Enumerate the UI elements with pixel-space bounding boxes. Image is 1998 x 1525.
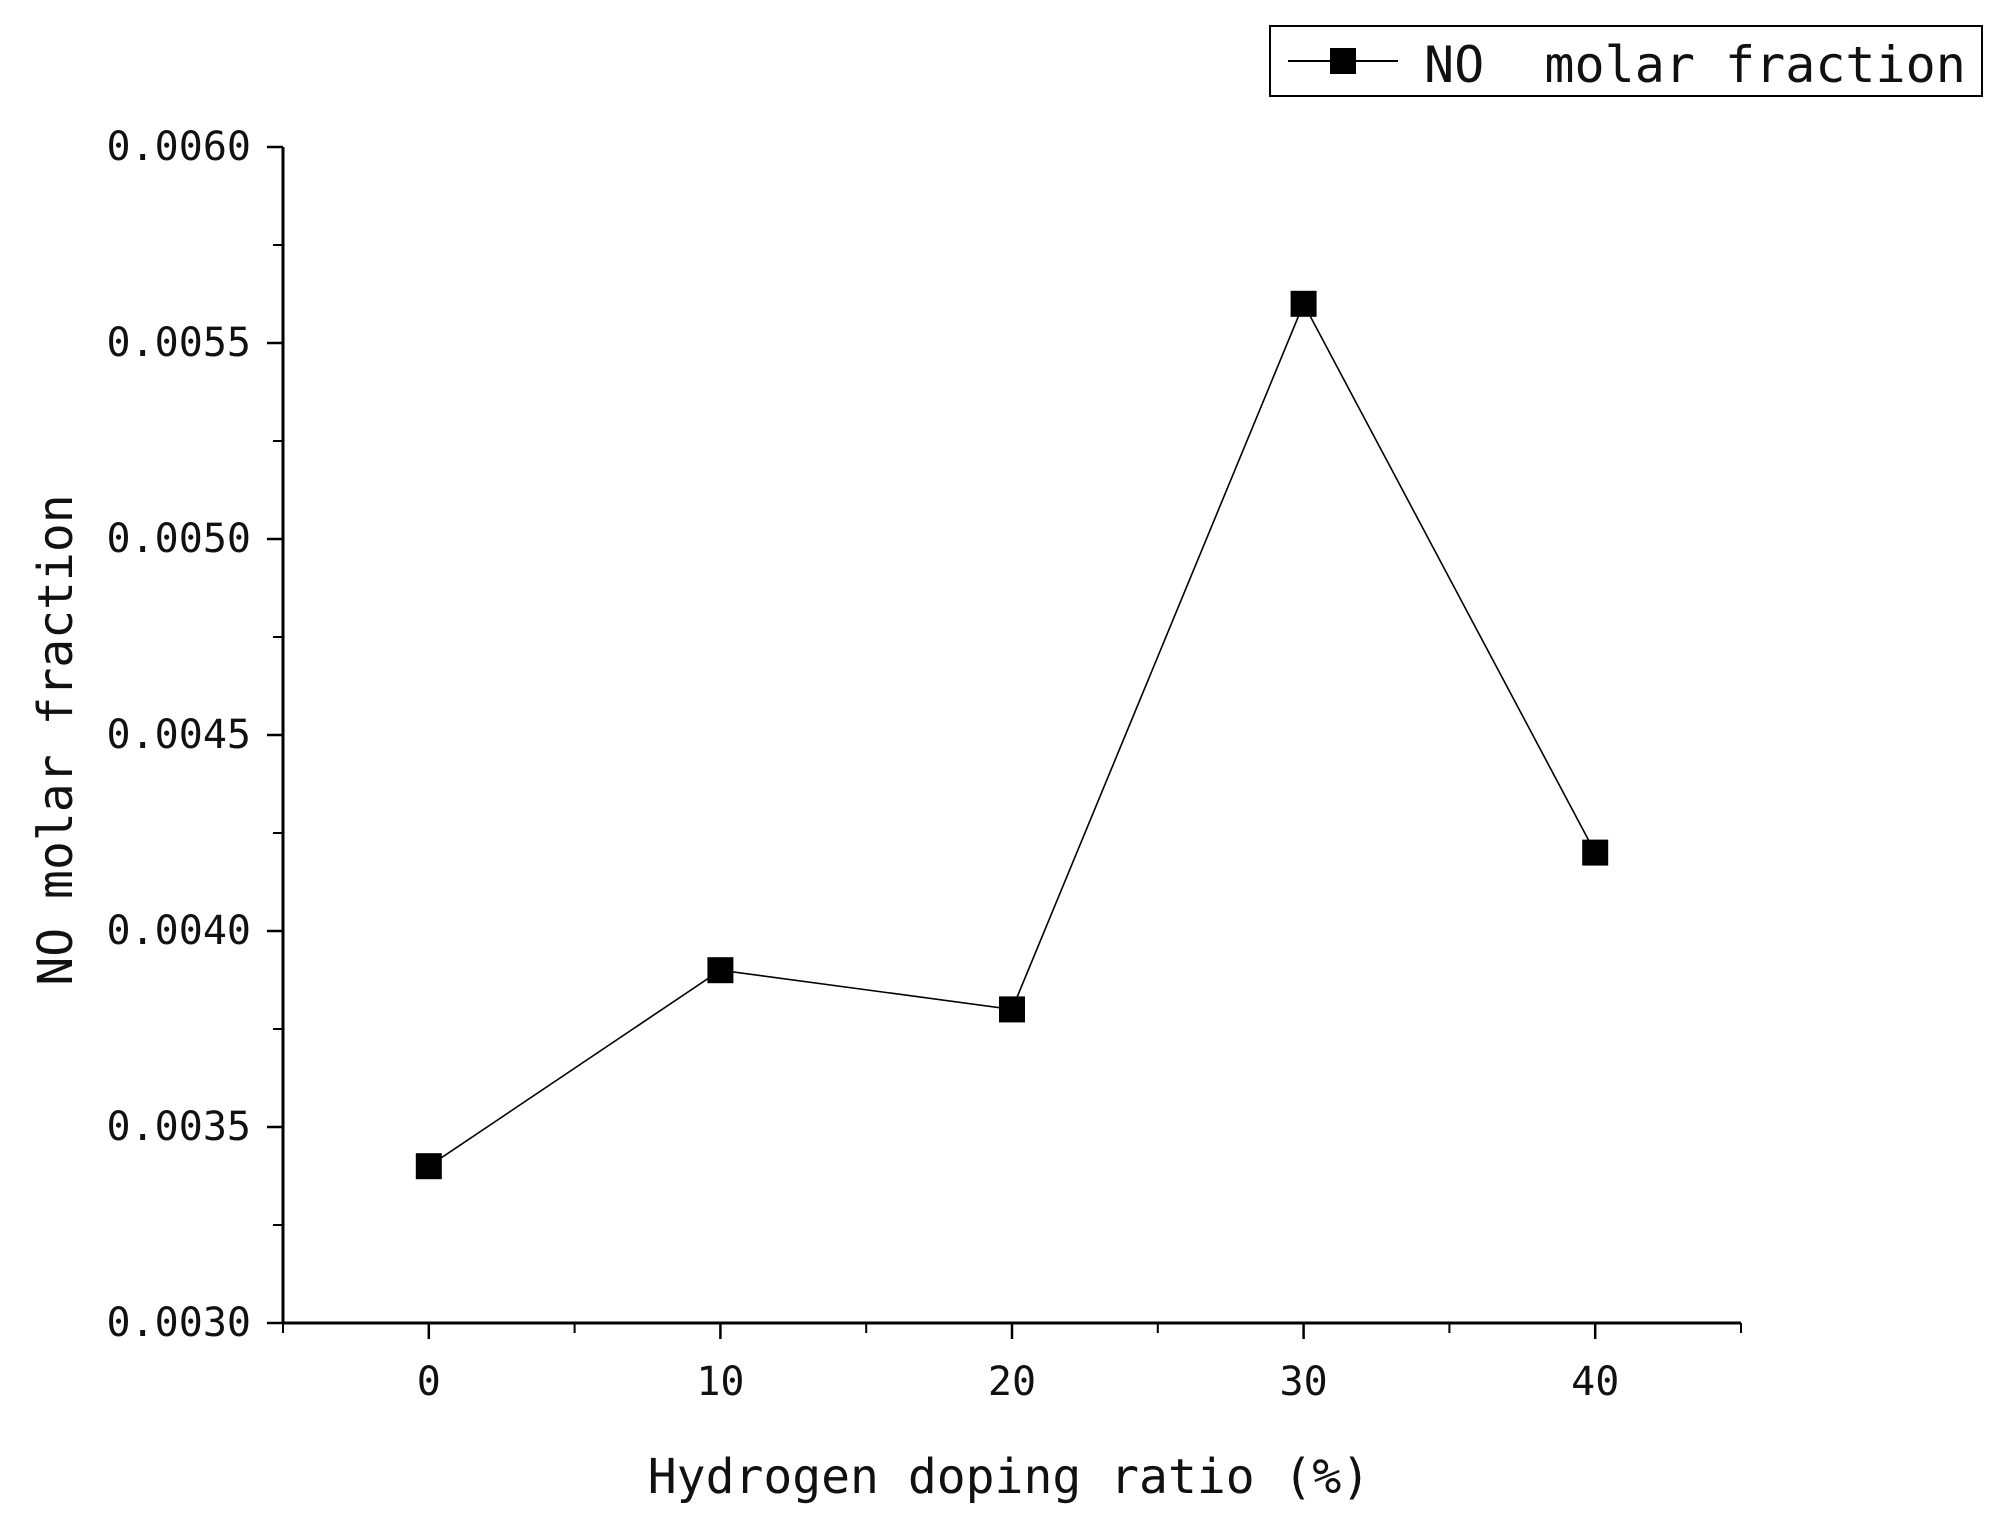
x-axis-title: Hydrogen doping ratio (%) <box>648 1449 1370 1505</box>
legend-label: NO molar fraction <box>1424 36 1966 94</box>
y-tick-label: 0.0030 <box>107 1300 252 1346</box>
legend: NO molar fraction <box>1269 25 1983 97</box>
legend-marker <box>1330 48 1356 74</box>
data-point-marker <box>1582 839 1609 866</box>
y-tick-label: 0.0035 <box>107 1104 252 1150</box>
x-tick-label: 20 <box>988 1359 1036 1405</box>
y-axis-title: NO molar fraction <box>28 494 84 985</box>
y-tick-label: 0.0050 <box>107 516 252 562</box>
data-point-marker <box>999 996 1025 1023</box>
x-tick-label: 40 <box>1571 1359 1619 1405</box>
series-line <box>428 301 1596 1167</box>
data-point-marker <box>707 957 734 984</box>
x-tick-label: 10 <box>696 1359 744 1405</box>
axes <box>281 147 1741 1325</box>
y-tick-label: 0.0060 <box>107 124 252 170</box>
y-tick-label: 0.0045 <box>107 712 252 758</box>
x-tick-label: 0 <box>417 1359 441 1405</box>
data-series <box>415 290 1609 1180</box>
y-tick-label: 0.0040 <box>107 908 252 954</box>
data-point-marker <box>1290 290 1317 317</box>
y-tick-label: 0.0055 <box>107 320 252 366</box>
ticks: 0 10 20 30 40 0.0030 0.0035 0.0040 0.0045 0.0050 0… <box>107 124 1742 1405</box>
x-tick-label: 30 <box>1280 1359 1328 1405</box>
data-point-marker <box>415 1153 442 1180</box>
